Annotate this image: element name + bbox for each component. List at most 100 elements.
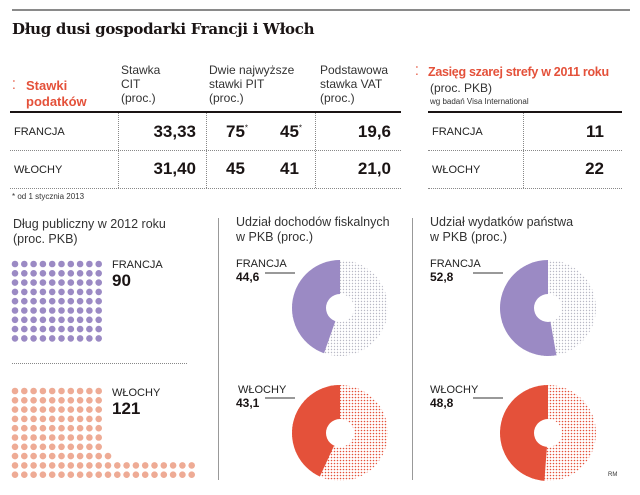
col-divider: [206, 113, 207, 188]
debt-dot-france: [48, 270, 56, 277]
debt-dot-italy: [132, 462, 140, 469]
pie-spending-france-slice: [500, 260, 557, 357]
debt-dot-france: [86, 270, 93, 277]
debt-dot-italy: [114, 471, 121, 479]
debt-dot-italy: [21, 424, 28, 432]
debt-dot-france: [58, 279, 65, 286]
debt-dot-france: [21, 307, 28, 314]
debt-dot-france: [58, 288, 65, 296]
debt-dot-france: [21, 297, 28, 305]
debt-dot-france: [76, 335, 84, 342]
title-line: (proc. PKB): [13, 232, 78, 246]
header-line: stawki PIT: [209, 77, 265, 91]
debt-dot-italy: [11, 462, 19, 469]
debt-dot-italy: [123, 471, 130, 479]
header-line: Stawka: [121, 63, 161, 77]
debt-dot-france: [76, 307, 84, 314]
debt-dot-italy: [11, 471, 19, 479]
debt-dot-italy: [160, 471, 168, 479]
debt-dot-italy: [21, 452, 28, 460]
debt-dot-italy: [39, 434, 47, 441]
debt-dot-france: [21, 288, 28, 296]
debt-dot-italy: [67, 397, 75, 404]
pie-spending-italy-slice: [500, 385, 548, 481]
debt-dot-italy: [11, 387, 19, 395]
debt-dot-italy: [188, 471, 195, 479]
debt-dot-italy: [188, 462, 195, 469]
header-line: (proc.): [209, 91, 244, 105]
debt-dot-france: [58, 297, 65, 305]
pie-value: 44,6: [236, 270, 260, 284]
header-line: Dwie najwyższe: [209, 63, 295, 77]
debt-dot-france: [11, 270, 19, 277]
debt-dot-italy: [58, 443, 65, 451]
debt-dot-italy: [58, 471, 65, 479]
column-divider: [218, 218, 219, 480]
debt-dot-italy: [39, 415, 47, 423]
debt-dot-italy: [86, 415, 93, 423]
debt-dot-italy: [95, 424, 102, 432]
debt-dot-italy: [95, 434, 102, 441]
title-line: Udział wydatków państwa: [430, 215, 574, 229]
header-line: CIT: [121, 77, 141, 91]
pit1-value: 75*: [226, 122, 248, 142]
debt-dot-italy: [21, 415, 28, 423]
debt-dot-italy: [39, 424, 47, 432]
debt-dot-france: [58, 270, 65, 277]
debt-france-label: FRANCJA: [112, 259, 163, 271]
title-line: Dług publiczny w 2012 roku: [13, 217, 166, 231]
debt-dot-france: [67, 307, 75, 314]
debt-dot-italy: [58, 387, 65, 395]
debt-dot-italy: [11, 434, 19, 441]
debt-dot-italy: [48, 452, 56, 460]
pie-label: FRANCJA: [430, 258, 481, 270]
pit2-value: 45*: [280, 122, 302, 142]
debt-dot-italy: [132, 471, 140, 479]
debt-dot-italy: [39, 443, 47, 451]
debt-dot-france: [67, 297, 75, 305]
debt-dot-france: [95, 260, 102, 268]
debt-dot-italy: [67, 462, 75, 469]
debt-dot-france: [58, 325, 65, 333]
debt-dot-italy: [67, 471, 75, 479]
debt-dot-france: [11, 279, 19, 286]
col-divider: [523, 113, 524, 188]
debt-dot-france: [30, 335, 37, 342]
debt-dot-italy: [179, 462, 186, 469]
pit1-value: 45: [226, 159, 245, 179]
debt-dot-italy: [58, 415, 65, 423]
debt-dot-france: [21, 335, 28, 342]
debt-dot-france: [76, 288, 84, 296]
debt-dot-france: [86, 335, 93, 342]
debt-dot-italy: [30, 406, 37, 413]
debt-dot-france: [76, 325, 84, 333]
debt-dot-italy: [11, 415, 19, 423]
bullet-icon: ⁚: [12, 78, 16, 92]
debt-dot-italy: [179, 471, 186, 479]
debt-dot-italy: [30, 443, 37, 451]
debt-dot-france: [11, 307, 19, 314]
debt-dot-italy: [95, 452, 102, 460]
shadow-subtitle: (proc. PKB): [430, 81, 493, 95]
debt-france-value: 90: [112, 271, 131, 290]
debt-dot-italy: [76, 452, 84, 460]
debt-dot-italy: [48, 462, 56, 469]
pie-revenue-france-slice: [292, 260, 340, 354]
debt-dot-france: [21, 325, 28, 333]
debt-dot-france: [30, 325, 37, 333]
tax-section-title: Stawki podatków: [26, 78, 87, 110]
debt-dot-france: [86, 307, 93, 314]
debt-dot-italy: [67, 424, 75, 432]
col-header-vat: Podstawowa stawka VAT (proc.): [320, 63, 388, 105]
debt-dot-italy: [30, 415, 37, 423]
debt-dot-france: [76, 297, 84, 305]
debt-dot-france: [48, 297, 56, 305]
pie-revenue-italy-hole: [326, 419, 354, 447]
debt-dot-france: [76, 316, 84, 324]
pie-label: WŁOCHY: [238, 384, 287, 396]
debt-dot-france: [30, 270, 37, 277]
debt-dot-italy: [104, 452, 112, 460]
debt-dot-italy: [67, 415, 75, 423]
debt-dot-italy: [30, 387, 37, 395]
debt-dot-italy: [21, 434, 28, 441]
